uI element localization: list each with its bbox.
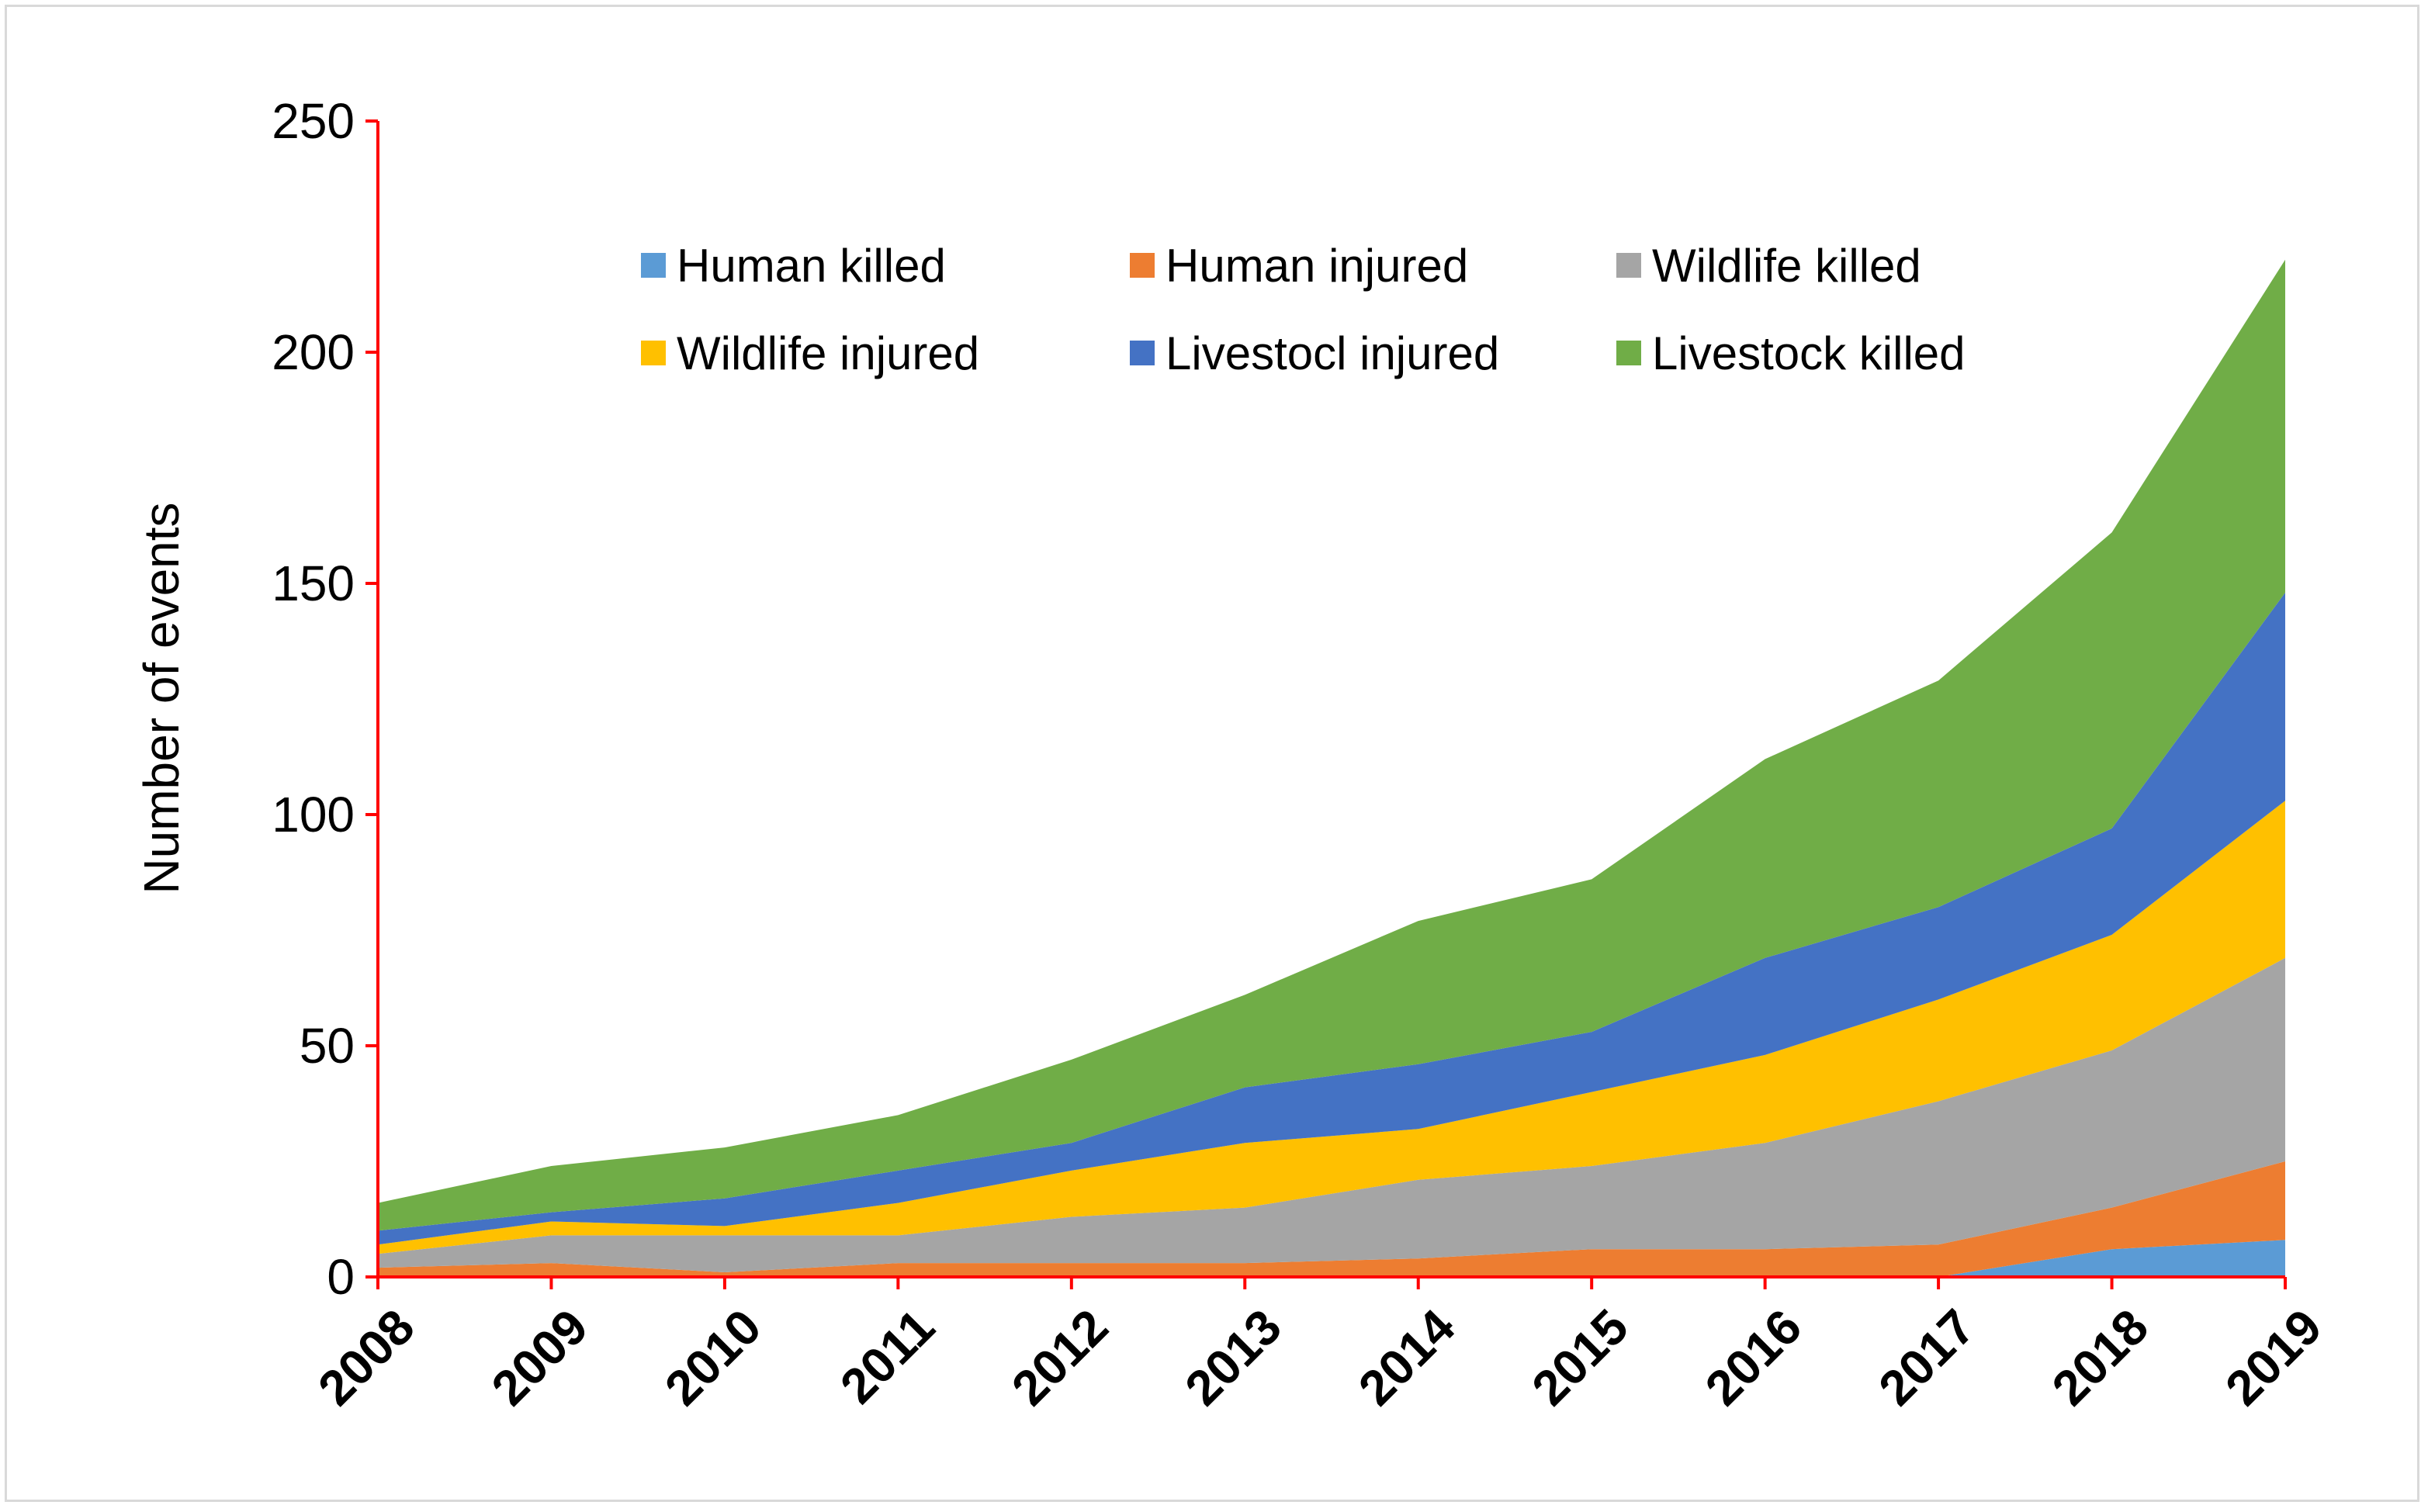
area-wildlife-injured — [378, 801, 2285, 1254]
y-tick-label: 100 — [272, 787, 355, 842]
x-tick-label: 2013 — [1174, 1299, 1292, 1417]
legend-swatch-livestock-killed — [1616, 341, 1641, 365]
y-tick-label: 200 — [272, 324, 355, 380]
legend-swatch-human-injured — [1130, 253, 1155, 278]
y-tick-label: 0 — [327, 1249, 355, 1305]
x-tick-label: 2016 — [1695, 1299, 1813, 1417]
legend-swatch-wildlife-killed — [1616, 253, 1641, 278]
y-tick-label: 50 — [300, 1018, 355, 1074]
x-tick-label: 2015 — [1521, 1299, 1639, 1417]
x-tick-label: 2008 — [307, 1299, 425, 1417]
legend-label-livestocl-injured: Livestocl injured — [1166, 327, 1499, 379]
x-tick-label: 2018 — [2042, 1299, 2160, 1417]
y-tick-labels: 0 50 100 150 200 250 — [272, 93, 355, 1305]
legend-swatch-wildlife-injured — [641, 341, 666, 365]
legend-label-human-killed: Human killed — [677, 240, 946, 292]
area-wildlife-killed — [378, 957, 2285, 1272]
x-tick-label: 2019 — [2215, 1299, 2333, 1417]
area-livestock-killed — [378, 259, 2285, 1231]
x-tick-label: 2014 — [1348, 1299, 1466, 1417]
x-tick-label: 2012 — [1001, 1299, 1119, 1417]
axes-layer — [365, 119, 2287, 1289]
y-tick-label: 150 — [272, 555, 355, 611]
area-human-killed — [378, 1240, 2285, 1277]
x-tick-label: 2011 — [830, 1299, 945, 1414]
x-tick-label: 2009 — [481, 1299, 599, 1417]
area-livestocl-injured — [378, 592, 2285, 1245]
legend-label-wildlife-injured: Wildlife injured — [677, 327, 979, 379]
legend-label-human-injured: Human injured — [1166, 240, 1468, 292]
y-tick-label: 250 — [272, 93, 355, 149]
x-tick-label: 2017 — [1868, 1299, 1986, 1417]
legend: Human killed Human injured Wildlife killed… — [641, 240, 1966, 379]
x-tick-labels: 2008 2009 2010 2011 2012 2013 2014 2015 2016 2017… — [307, 1299, 2333, 1417]
legend-label-wildlife-killed: Wildlife killed — [1652, 240, 1921, 292]
legend-swatch-human-killed — [641, 253, 666, 278]
areas-layer — [378, 259, 2285, 1277]
legend-label-livestock-killed: Livestock killed — [1652, 327, 1966, 379]
legend-swatch-livestocl-injured — [1130, 341, 1155, 365]
x-tick-label: 2010 — [654, 1299, 772, 1417]
area-human-injured — [378, 1161, 2285, 1277]
y-axis-title: Number of events — [133, 502, 189, 894]
